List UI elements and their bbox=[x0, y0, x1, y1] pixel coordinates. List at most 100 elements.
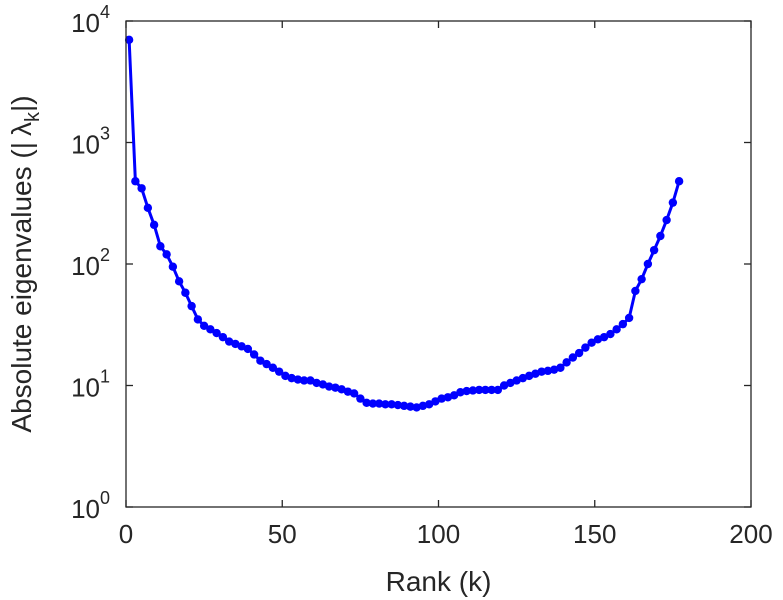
data-point bbox=[131, 177, 140, 186]
data-point bbox=[218, 332, 228, 342]
y-tick-label: 101 bbox=[71, 367, 110, 403]
x-axis-ticks: 0 50 100 150 200 bbox=[119, 21, 773, 549]
data-point bbox=[568, 353, 578, 362]
data-point bbox=[393, 400, 403, 410]
data-point bbox=[637, 274, 646, 284]
x-tick-label: 0 bbox=[119, 519, 133, 549]
data-point bbox=[537, 367, 546, 376]
data-point bbox=[562, 358, 571, 367]
y-tick-label-exponent: 2 bbox=[100, 245, 110, 265]
plot-area-background bbox=[126, 21, 751, 507]
data-point bbox=[193, 315, 203, 324]
data-point bbox=[624, 313, 634, 323]
x-tick-label: 100 bbox=[417, 519, 460, 549]
data-point bbox=[368, 399, 378, 408]
data-point bbox=[618, 319, 628, 329]
data-point bbox=[206, 325, 215, 334]
data-point bbox=[268, 363, 278, 372]
data-point bbox=[493, 385, 503, 395]
y-tick-label-exponent: 1 bbox=[100, 367, 110, 387]
data-point bbox=[199, 321, 209, 330]
data-point bbox=[274, 367, 284, 376]
x-axis-label: Rank (k) bbox=[386, 566, 492, 597]
data-point bbox=[287, 373, 296, 383]
y-tick-label: 103 bbox=[71, 124, 110, 160]
x-tick-label: 150 bbox=[573, 519, 616, 549]
data-point bbox=[168, 262, 178, 271]
data-point bbox=[649, 245, 659, 255]
y-axis-label-lambda: λ bbox=[6, 122, 37, 136]
data-point bbox=[437, 394, 446, 403]
data-point bbox=[156, 242, 165, 251]
data-point bbox=[406, 402, 415, 411]
data-point bbox=[212, 328, 221, 338]
data-point bbox=[137, 184, 146, 193]
data-point bbox=[387, 400, 396, 409]
data-point bbox=[262, 359, 271, 369]
data-point bbox=[324, 382, 334, 391]
y-axis-label-subscript: k bbox=[22, 111, 44, 122]
data-point bbox=[249, 350, 259, 359]
data-point bbox=[631, 286, 640, 296]
y-tick-label: 104 bbox=[71, 2, 110, 38]
data-point bbox=[599, 332, 609, 342]
data-point bbox=[399, 401, 409, 411]
data-point bbox=[656, 231, 665, 241]
y-tick-label: 102 bbox=[71, 245, 110, 281]
data-point bbox=[174, 277, 184, 286]
data-point bbox=[474, 385, 484, 395]
data-point bbox=[143, 203, 153, 213]
x-tick-label: 200 bbox=[729, 519, 772, 549]
y-tick-label: 100 bbox=[71, 488, 110, 524]
data-point bbox=[587, 338, 596, 347]
y-tick-label-base: 10 bbox=[71, 494, 100, 524]
data-point bbox=[487, 385, 496, 395]
data-point bbox=[356, 394, 365, 403]
data-point bbox=[556, 363, 565, 372]
data-point bbox=[349, 389, 359, 398]
data-point bbox=[162, 250, 171, 259]
data-point bbox=[362, 398, 371, 408]
series-layer bbox=[124, 35, 684, 412]
data-point bbox=[124, 35, 134, 45]
data-point bbox=[149, 220, 159, 230]
data-point bbox=[606, 329, 615, 339]
data-point bbox=[431, 397, 440, 406]
data-point bbox=[374, 399, 384, 408]
data-point bbox=[462, 386, 471, 396]
data-point bbox=[424, 400, 434, 409]
data-point bbox=[256, 356, 265, 365]
y-tick-label-base: 10 bbox=[71, 373, 100, 403]
y-tick-label-base: 10 bbox=[71, 251, 100, 281]
data-point bbox=[543, 366, 553, 376]
plot-area-frame bbox=[125, 20, 752, 508]
data-point bbox=[299, 376, 309, 385]
data-point bbox=[181, 288, 190, 297]
y-axis-label-prefix: Absolute eigenvalues (| bbox=[6, 142, 37, 433]
y-tick-label-base: 10 bbox=[71, 130, 100, 160]
y-tick-label-exponent: 0 bbox=[100, 488, 110, 508]
data-point bbox=[449, 391, 459, 400]
data-point bbox=[674, 177, 684, 186]
data-point bbox=[243, 344, 253, 354]
x-tick-label: 50 bbox=[268, 519, 297, 549]
data-point bbox=[612, 325, 621, 334]
data-point bbox=[481, 385, 490, 395]
data-point bbox=[381, 400, 390, 409]
data-point bbox=[468, 386, 478, 395]
data-point bbox=[187, 301, 196, 311]
y-axis-label-suffix: |) bbox=[6, 95, 37, 112]
data-point bbox=[293, 375, 303, 384]
data-point bbox=[662, 215, 671, 225]
y-tick-label-base: 10 bbox=[71, 8, 100, 38]
data-point bbox=[668, 198, 678, 207]
y-axis-label: Absolute eigenvalues (| λk|) bbox=[6, 95, 44, 432]
y-tick-label-exponent: 3 bbox=[100, 124, 110, 144]
data-point bbox=[643, 259, 653, 269]
y-tick-label-exponent: 4 bbox=[100, 2, 110, 22]
data-point bbox=[574, 348, 584, 358]
data-point bbox=[456, 388, 465, 397]
data-point bbox=[581, 343, 590, 352]
